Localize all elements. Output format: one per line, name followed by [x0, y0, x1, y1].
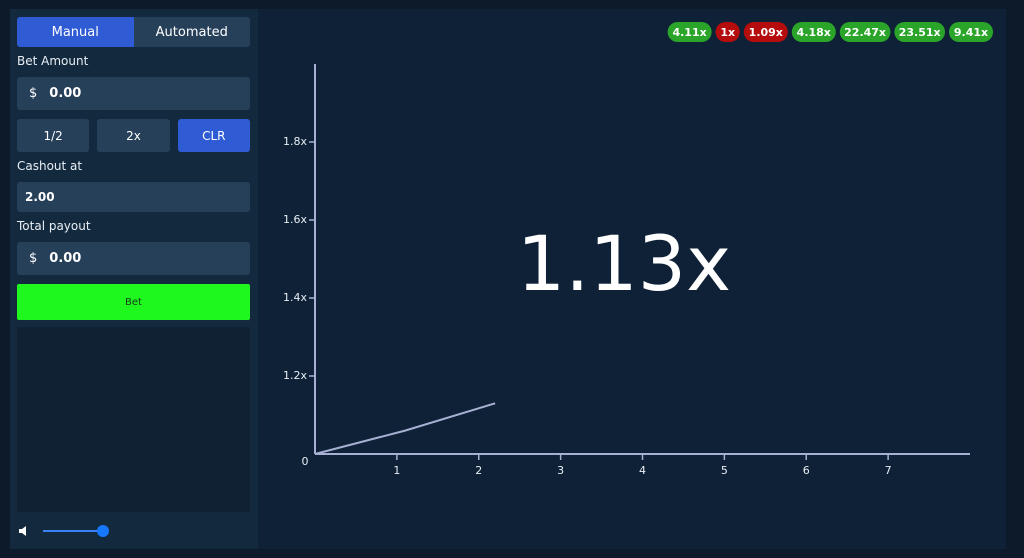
value: 0.00: [49, 251, 82, 266]
x-tick-label: 2: [475, 464, 482, 477]
x-tick-label: 7: [885, 464, 892, 477]
bet-log: [17, 327, 250, 512]
history-pill: [667, 22, 712, 42]
chart: 9.41x 23.51x 22.47x 4.18x 1.09x 1x 4.11x 1.2x 1…: [283, 22, 993, 477]
tab[interactable]: Manual: [17, 17, 134, 47]
quick-buttons: 1/2 2x CLR: [17, 119, 250, 152]
history-pill: [715, 22, 740, 42]
y-tick-label: 1.2x: [283, 369, 307, 382]
button[interactable]: 1/2: [17, 119, 90, 152]
speaker-icon: [19, 526, 26, 536]
x-tick-label: 4: [639, 464, 646, 477]
history-label: 1x: [720, 26, 735, 39]
cashout-input[interactable]: 2.00: [17, 182, 250, 212]
history-pill: [791, 22, 836, 42]
x-tick-label: 6: [803, 464, 810, 477]
currency: $: [29, 251, 38, 266]
multiplier: 1.13x: [517, 219, 731, 308]
payout-field: $ 0.00: [17, 242, 250, 275]
multiplier-curve: [314, 402, 496, 455]
mode-tabs: Manual Automated: [17, 17, 250, 47]
value: 0.00: [49, 86, 82, 101]
history-label: 4.11x: [672, 26, 706, 39]
history: 9.41x 23.51x 22.47x 4.18x 1.09x 1x 4.11x: [667, 22, 993, 42]
history-label: 9.41x: [954, 26, 988, 39]
y-tick-label: 1.6x: [283, 213, 307, 226]
history-label: 1.09x: [749, 26, 783, 39]
tab[interactable]: Automated: [155, 24, 228, 40]
label: Cashout at: [17, 159, 83, 173]
game-stage: 9.41x 23.51x 22.47x 4.18x 1.09x 1x 4.11x 1.2x 1…: [258, 9, 1006, 549]
currency: $: [29, 86, 38, 101]
button[interactable]: 2x: [97, 119, 170, 152]
history-pill: [949, 22, 993, 42]
label: Total payout: [17, 219, 91, 233]
volume[interactable]: [17, 523, 127, 539]
control-panel: Manual Automated Bet Amount $ 0.00 1/2 2…: [10, 9, 258, 549]
x-tick-label: 3: [557, 464, 564, 477]
x-tick-label: 1: [393, 464, 400, 477]
history-pill: [839, 22, 891, 42]
history-label: 4.18x: [797, 26, 831, 39]
history-label: 23.51x: [899, 26, 941, 39]
history-label: 22.47x: [844, 26, 886, 39]
history-pill: [894, 22, 945, 42]
label: Bet Amount: [17, 54, 89, 68]
bet-button[interactable]: Bet: [17, 284, 250, 320]
y-tick-label: 1.4x: [283, 291, 307, 304]
button[interactable]: CLR: [177, 119, 250, 152]
y-tick-label: 1.8x: [283, 135, 307, 148]
x-tick-label: 5: [721, 464, 728, 477]
history-pill: [743, 22, 788, 42]
bet-input[interactable]: $ 0.00: [17, 77, 250, 110]
slider-thumb[interactable]: [97, 525, 109, 537]
x-tick-label: 0: [302, 455, 309, 468]
value: 2.00: [25, 190, 55, 204]
